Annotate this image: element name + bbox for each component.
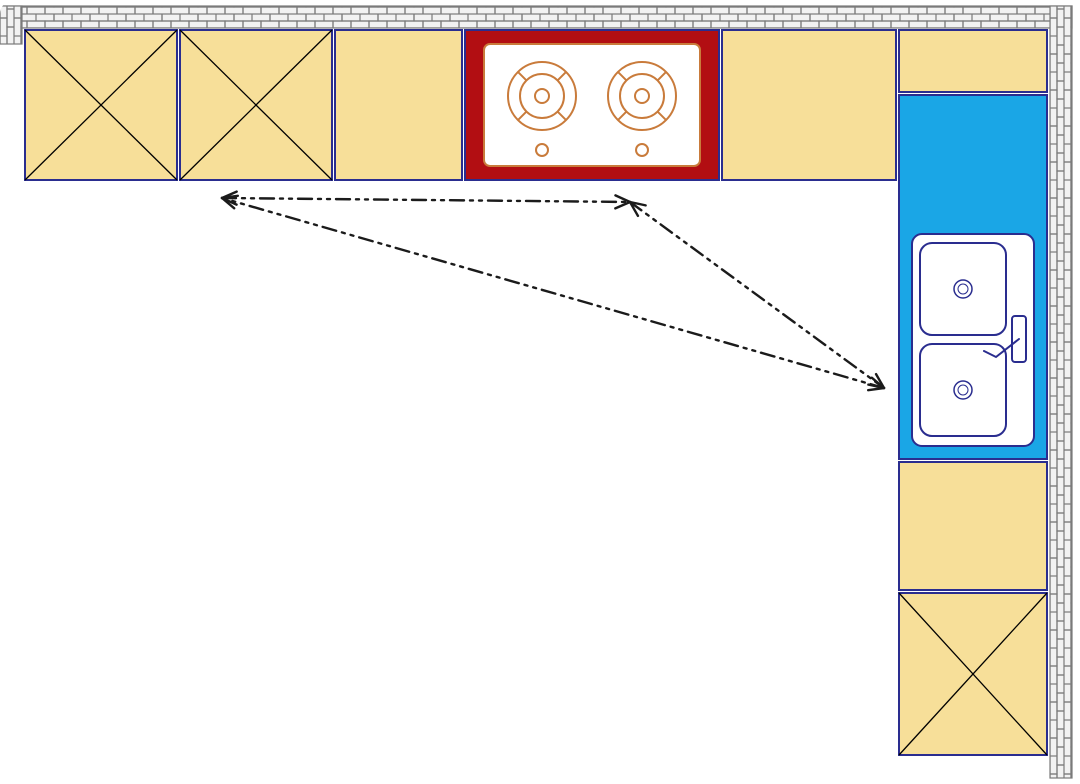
work-triangle	[222, 192, 884, 391]
wall-right	[1050, 6, 1072, 778]
wall-left	[0, 6, 22, 44]
cab-top-1	[25, 30, 177, 180]
sink-block	[899, 95, 1047, 459]
stove-block	[465, 30, 719, 180]
cab-top-2	[180, 30, 332, 180]
cab-r-3	[899, 462, 1047, 590]
floorplan-canvas	[0, 0, 1080, 784]
wall-top	[0, 6, 1072, 28]
cab-top-3	[335, 30, 462, 180]
cab-top-5	[722, 30, 896, 180]
cab-r-4	[899, 593, 1047, 755]
cab-r-1	[899, 30, 1047, 92]
